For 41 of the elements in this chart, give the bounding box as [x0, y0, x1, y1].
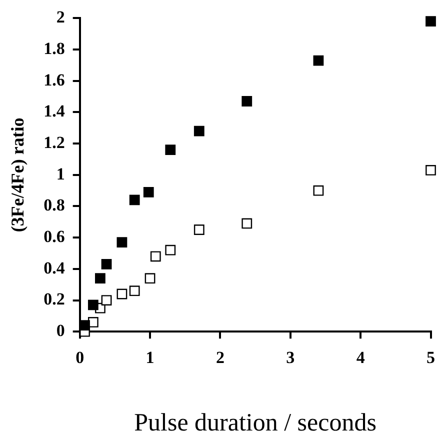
point [101, 295, 112, 306]
y-tick-label: 1.8 [44, 38, 65, 58]
y-tick-label: 0.8 [44, 196, 65, 215]
point [313, 185, 324, 196]
y-tick-label: 1.4 [44, 102, 66, 121]
y-tick-label: 0.6 [44, 226, 65, 246]
y-tick-label: 1 [56, 164, 65, 184]
point [95, 273, 106, 284]
point [116, 237, 128, 248]
point [194, 126, 204, 136]
x-tick-label: 2 [216, 348, 224, 368]
y-tick-label: 0 [56, 320, 65, 340]
y-tick-label: 1.6 [44, 70, 65, 90]
point [129, 286, 140, 296]
y-tick-label: 1.2 [44, 132, 65, 152]
point [88, 300, 98, 310]
point [426, 16, 436, 27]
point [165, 244, 176, 256]
y-tick-label: 2 [56, 8, 65, 27]
point [242, 96, 252, 106]
point [144, 273, 156, 284]
point [194, 224, 204, 235]
point [143, 186, 154, 198]
y-axis-title: (3Fe/4Fe) ratio [7, 118, 28, 232]
y-tick-label: 0.4 [44, 258, 66, 278]
x-axis-title: Pulse duration / seconds [134, 410, 376, 437]
point [313, 55, 324, 66]
point [80, 320, 90, 331]
x-tick-label: 1 [146, 348, 154, 368]
point [150, 251, 161, 262]
x-tick-label: 5 [426, 348, 435, 368]
point [129, 194, 140, 206]
x-tick-label: 0 [76, 348, 84, 368]
point [242, 218, 252, 229]
x-tick-label: 3 [286, 348, 295, 368]
point [116, 288, 128, 300]
y-tick-label: 0.2 [44, 290, 65, 309]
x-tick-label: 4 [356, 348, 366, 368]
point [165, 144, 176, 156]
point [101, 259, 112, 270]
point [426, 165, 436, 176]
